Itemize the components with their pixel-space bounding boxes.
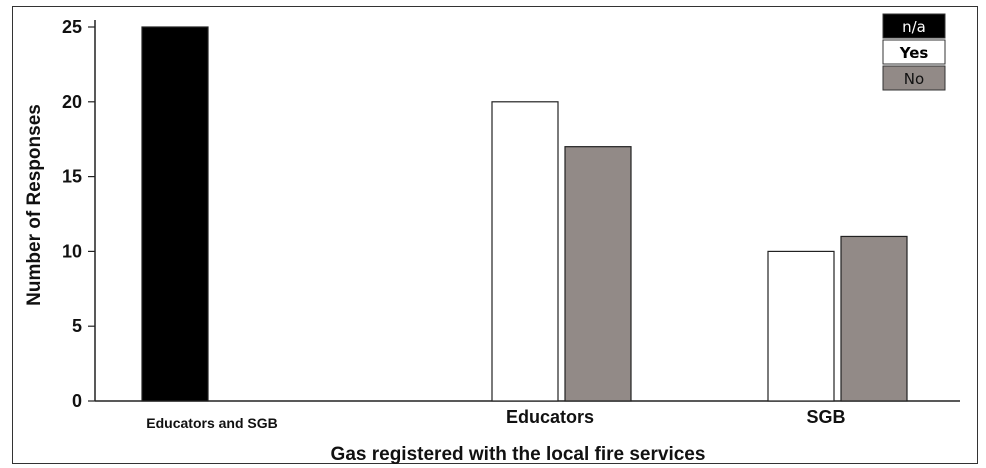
- legend-label: n/a: [902, 18, 926, 36]
- legend-label: No: [904, 70, 924, 88]
- y-tick-label: 10: [62, 241, 82, 261]
- category-label: SGB: [806, 407, 845, 427]
- y-tick-label: 25: [62, 17, 82, 37]
- legend-swatch-yes: [882, 39, 946, 65]
- bar-na-educators-and-sgb: [141, 26, 209, 402]
- bar-yes-sgb: [767, 250, 835, 402]
- legend-label: Yes: [899, 44, 929, 62]
- category-labels: Educators and SGB Educators SGB: [146, 407, 845, 431]
- category-label: Educators: [506, 407, 594, 427]
- bars: [141, 26, 908, 402]
- y-tick-label: 5: [72, 316, 82, 336]
- y-axis-label: Number of Responses: [24, 104, 45, 306]
- y-tick-labels: 0 5 10 15 20 25: [62, 17, 95, 411]
- y-tick-label: 20: [62, 92, 82, 112]
- legend-swatch-na: [882, 13, 946, 39]
- y-tick-label: 15: [62, 167, 82, 187]
- bar-no-educators: [564, 146, 632, 402]
- x-axis-label: Gas registered with the local fire servi…: [331, 444, 706, 465]
- legend: n/a Yes No: [882, 13, 946, 91]
- category-label: Educators and SGB: [146, 415, 277, 431]
- bar-no-sgb: [840, 235, 908, 402]
- legend-swatch-no: [882, 65, 946, 91]
- y-tick-label: 0: [72, 391, 82, 411]
- bar-yes-educators: [491, 101, 559, 402]
